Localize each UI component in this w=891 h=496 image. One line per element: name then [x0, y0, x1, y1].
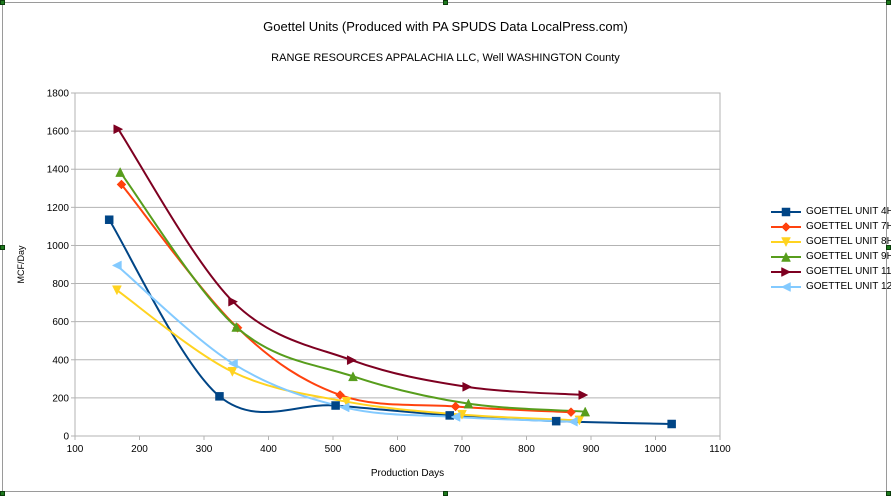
y-axis-title: MCF/Day [16, 245, 26, 283]
data-point [116, 179, 127, 190]
x-tick-label: 1000 [644, 444, 667, 455]
data-point [215, 392, 224, 401]
legend-label: GOETTEL UNIT 9H [806, 251, 891, 262]
y-tick-label: 400 [52, 355, 69, 366]
legend-marker [781, 207, 791, 216]
series-line-6 [116, 264, 573, 423]
data-point [228, 296, 239, 307]
legend-marker [780, 281, 791, 292]
x-tick-label: 800 [518, 444, 535, 455]
resize-handle-top-center[interactable] [443, 0, 448, 5]
data-point [667, 419, 676, 429]
legend-item: GOETTEL UNIT 9H [770, 249, 891, 264]
data-point [348, 371, 358, 382]
x-tick-label: 200 [131, 444, 148, 455]
x-tick-label: 700 [454, 444, 471, 455]
data-point [580, 406, 591, 417]
x-tick-label: 400 [260, 444, 277, 455]
x-tick-label: 900 [583, 444, 600, 455]
x-tick-label: 1100 [709, 444, 731, 455]
data-point [231, 321, 242, 332]
legend-swatch [771, 251, 801, 262]
legend-label: GOETTEL UNIT 11H [806, 266, 891, 277]
y-tick-label: 200 [52, 393, 69, 404]
data-point [113, 124, 124, 135]
plot-area-border [74, 92, 721, 437]
series-line-5 [117, 128, 584, 397]
legend-swatch [771, 221, 801, 232]
y-tick-label: 1200 [47, 203, 70, 214]
legend-swatch [771, 207, 801, 216]
y-tick-label: 600 [52, 317, 69, 328]
data-point [566, 407, 576, 418]
chart-subtitle: RANGE RESOURCES APPALACHIA LLC, Well WAS… [271, 52, 620, 64]
chart-legend: GOETTEL UNIT 4H GOETTEL UNIT 7H GOETTEL UN… [770, 204, 891, 294]
data-point [551, 416, 561, 426]
legend-marker [781, 266, 792, 277]
series-line-2 [120, 183, 572, 414]
data-point [346, 355, 357, 366]
legend-label: GOETTEL UNIT 7H [806, 221, 891, 232]
legend-label: GOETTEL UNIT 8H [806, 236, 891, 247]
data-point [227, 367, 238, 377]
legend-item: GOETTEL UNIT 11H [770, 264, 891, 279]
resize-handle-top-left[interactable] [0, 0, 5, 5]
y-tick-label: 1000 [47, 241, 70, 252]
data-point [445, 411, 454, 420]
data-point [115, 167, 126, 177]
data-point [331, 401, 340, 410]
y-tick-label: 1400 [47, 165, 70, 176]
legend-label: GOETTEL UNIT 12H [806, 281, 891, 292]
x-tick-label: 300 [196, 444, 213, 455]
x-tick-label: 600 [389, 444, 406, 455]
series-line-4 [119, 171, 586, 413]
data-point [339, 402, 350, 413]
data-point [112, 285, 122, 296]
data-point [227, 358, 238, 369]
data-point [567, 416, 578, 427]
data-point [450, 412, 461, 422]
data-point [463, 398, 474, 409]
data-point [462, 381, 473, 392]
legend-swatch [771, 281, 801, 292]
data-point [578, 390, 589, 400]
legend-marker [781, 221, 791, 232]
x-tick-label: 100 [67, 444, 84, 455]
data-point [111, 260, 122, 271]
legend-item: GOETTEL UNIT 12H [770, 279, 891, 294]
legend-label: GOETTEL UNIT 4H [806, 206, 891, 217]
y-tick-label: 1600 [47, 127, 70, 138]
legend-swatch [771, 266, 801, 277]
y-tick-label: 1800 [47, 89, 70, 100]
y-tick-label: 0 [63, 432, 69, 443]
legend-marker [781, 251, 791, 262]
x-axis-title: Production Days [371, 468, 444, 479]
data-point [450, 401, 461, 412]
resize-handle-middle-left[interactable] [0, 245, 5, 250]
x-tick-label: 500 [325, 444, 342, 455]
legend-item: GOETTEL UNIT 7H [770, 219, 891, 234]
data-point [341, 396, 352, 407]
legend-swatch [771, 236, 801, 247]
legend-item: GOETTEL UNIT 8H [770, 234, 891, 249]
legend-marker [781, 236, 791, 247]
y-tick-label: 800 [52, 279, 69, 290]
data-point [104, 215, 114, 224]
chart-title: Goettel Units (Produced with PA SPUDS Da… [263, 19, 628, 34]
legend-item: GOETTEL UNIT 4H [770, 204, 891, 219]
